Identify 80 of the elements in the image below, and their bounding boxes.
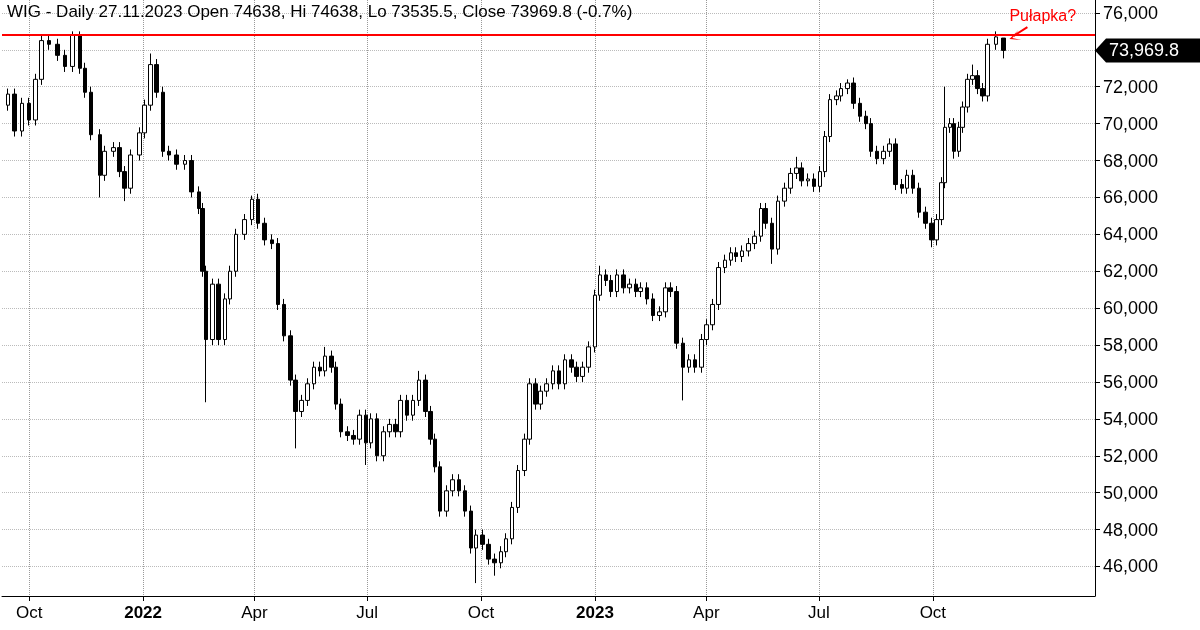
candlestick [770,217,774,265]
y-tick-label: 48,000 [1103,519,1159,540]
candlestick [242,213,247,241]
candlestick [563,353,567,390]
x-tick-label: Jul [356,603,379,622]
candlestick [161,86,165,158]
candlestick [875,145,879,165]
x-tick-label: Apr [241,603,269,622]
candlestick [250,195,254,226]
candlestick [510,501,514,545]
candlestick [516,464,520,514]
candlestick [551,364,555,390]
candlestick [27,97,31,126]
candlestick [858,97,862,123]
candlestick [12,88,17,138]
y-tick-label: 60,000 [1103,298,1159,319]
x-tick-label: 2023 [576,603,614,622]
candlestick [776,195,780,256]
y-tick-label: 56,000 [1103,371,1159,392]
candlestick [723,254,727,274]
candlestick [6,88,10,112]
y-tick-label: 50,000 [1103,482,1159,503]
candlestick [417,370,421,407]
y-tick-label: 72,000 [1103,76,1159,97]
x-tick-label: Apr [693,603,720,622]
x-tick-label: Oct [919,603,947,622]
candlestick [89,86,93,141]
y-tick-label: 62,000 [1103,261,1159,282]
candlestick [911,169,915,195]
x-tick-label: Oct [467,603,495,622]
candlestick [457,473,461,497]
candlestick [174,148,179,171]
x-tick-label: Jul [808,603,830,622]
y-tick-label: 54,000 [1103,408,1159,429]
candlestick [681,337,685,401]
candlestick [463,484,467,518]
candlestick [70,30,75,73]
candlestick [375,412,379,462]
candlestick [63,49,67,73]
y-tick-label: 70,000 [1103,113,1159,134]
candlestick [687,353,691,374]
x-tick-label: Oct [16,603,43,622]
candlestick [234,228,238,278]
candlestick [167,145,171,162]
candlestick [55,38,60,62]
candlestick [812,172,816,193]
y-tick-label: 58,000 [1103,335,1159,356]
y-tick-label: 66,000 [1103,187,1159,208]
candlestick [994,30,998,51]
y-tick-label: 64,000 [1103,224,1159,245]
candlestick [651,292,655,322]
candlestick [638,281,643,298]
candlestick [645,281,649,305]
candlestick [262,217,267,246]
candlestick [917,182,921,219]
text: 73,969.8 [1109,40,1180,61]
candlestick [276,237,280,311]
candlestick [615,268,619,298]
candlestick [740,244,744,263]
candlestick [256,193,260,230]
annotation: Pułapka? [1009,6,1077,24]
candlestick [411,394,415,422]
y-tick-label: 52,000 [1103,445,1159,466]
y-tick-label: 46,000 [1103,556,1159,577]
candlestick [189,154,194,198]
candlestick [47,34,51,51]
candlestick [270,233,274,250]
candlestick [557,364,561,390]
candlestick [1001,37,1006,59]
candlestick [183,154,187,171]
candlestick [312,361,316,390]
candlestick [20,97,24,138]
chart-title: WIG - Daily 27.11.2023 Open 74638, Hi 74638, Lo 73535.5, Close 73969.8 (-0.7%) [7,2,633,21]
y-tick-label: 68,000 [1103,150,1159,171]
candlestick [693,353,697,374]
candlestick [405,394,409,422]
candlestick [806,172,810,187]
y-tick-label: 76,000 [1103,2,1159,23]
candlestick [282,298,286,342]
x-tick-label: 2022 [124,603,163,622]
